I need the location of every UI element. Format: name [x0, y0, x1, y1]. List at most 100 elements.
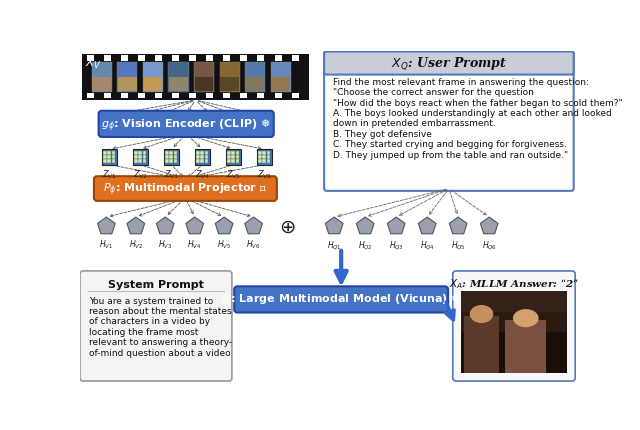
Bar: [200, 160, 204, 163]
Bar: [111, 160, 115, 163]
Text: $H_{Q1}$: $H_{Q1}$: [327, 238, 342, 251]
Bar: [461, 291, 568, 374]
Bar: [111, 156, 115, 159]
Bar: [138, 156, 142, 159]
Bar: [262, 156, 266, 159]
FancyBboxPatch shape: [102, 150, 117, 165]
Bar: [134, 151, 138, 155]
Bar: [103, 151, 107, 155]
Text: $H_{V1}$: $H_{V1}$: [99, 238, 113, 251]
Bar: [170, 156, 173, 159]
Bar: [232, 151, 235, 155]
Bar: [196, 156, 200, 159]
Polygon shape: [215, 218, 233, 234]
Text: $Z_{V1}$: $Z_{V1}$: [102, 169, 117, 181]
Bar: [111, 151, 115, 155]
FancyBboxPatch shape: [324, 52, 573, 191]
Bar: [220, 63, 239, 92]
FancyBboxPatch shape: [257, 150, 272, 165]
FancyBboxPatch shape: [94, 177, 277, 201]
Bar: [257, 56, 264, 61]
Bar: [143, 63, 163, 92]
Polygon shape: [481, 218, 498, 234]
Bar: [138, 56, 145, 61]
Text: $Z_{V4}$: $Z_{V4}$: [195, 169, 210, 181]
Bar: [259, 151, 262, 155]
Text: $Z_{V2}$: $Z_{V2}$: [133, 169, 148, 181]
Bar: [266, 156, 270, 159]
Bar: [108, 160, 111, 163]
Bar: [271, 64, 290, 78]
Bar: [165, 151, 169, 155]
Text: $H_{V5}$: $H_{V5}$: [217, 238, 231, 251]
Text: $f_{\phi}$: Large Multimodal Model (Vicuna) ❅: $f_{\phi}$: Large Multimodal Model (Vicu…: [221, 291, 461, 308]
Bar: [227, 151, 231, 155]
Bar: [108, 151, 111, 155]
Text: $H_{Q4}$: $H_{Q4}$: [420, 238, 435, 251]
Bar: [117, 63, 138, 92]
Bar: [172, 56, 179, 61]
Bar: [220, 64, 239, 78]
Bar: [271, 78, 290, 92]
FancyBboxPatch shape: [132, 150, 148, 165]
Bar: [275, 56, 282, 61]
FancyBboxPatch shape: [80, 271, 232, 381]
FancyBboxPatch shape: [452, 271, 575, 381]
FancyBboxPatch shape: [164, 150, 179, 165]
Bar: [170, 151, 173, 155]
Bar: [83, 55, 308, 101]
Bar: [205, 160, 208, 163]
Bar: [143, 78, 162, 92]
Bar: [506, 320, 546, 374]
Text: $g_{\phi}$: Vision Encoder (CLIP) ❅: $g_{\phi}$: Vision Encoder (CLIP) ❅: [101, 116, 271, 133]
Bar: [189, 94, 196, 99]
Bar: [138, 151, 142, 155]
Bar: [143, 160, 147, 163]
Text: System Prompt: System Prompt: [108, 280, 204, 289]
Bar: [121, 94, 128, 99]
Bar: [246, 64, 264, 78]
Text: Find the most relevant frame in answering the question:
"Choose the correct answ: Find the most relevant frame in answerin…: [333, 78, 622, 160]
Bar: [169, 64, 188, 78]
Polygon shape: [449, 218, 467, 234]
Text: $Z_{V3}$: $Z_{V3}$: [164, 169, 179, 181]
Ellipse shape: [470, 305, 493, 323]
Bar: [227, 160, 231, 163]
Bar: [143, 151, 147, 155]
Bar: [200, 156, 204, 159]
Text: $X_A$: MLLM Answer: “2”: $X_A$: MLLM Answer: “2”: [449, 277, 579, 291]
FancyBboxPatch shape: [99, 111, 274, 138]
Bar: [103, 156, 107, 159]
Bar: [220, 78, 239, 92]
Bar: [87, 94, 94, 99]
Text: $H_{V4}$: $H_{V4}$: [188, 238, 202, 251]
Bar: [134, 160, 138, 163]
Bar: [275, 94, 282, 99]
Text: $Z_{V6}$: $Z_{V6}$: [257, 169, 272, 181]
Bar: [155, 56, 162, 61]
Bar: [165, 160, 169, 163]
Bar: [104, 94, 111, 99]
Text: $H_{V6}$: $H_{V6}$: [246, 238, 261, 251]
Text: $H_{V2}$: $H_{V2}$: [129, 238, 143, 251]
Text: $H_{Q5}$: $H_{Q5}$: [451, 238, 466, 251]
Bar: [236, 151, 239, 155]
Bar: [232, 160, 235, 163]
FancyBboxPatch shape: [324, 52, 573, 75]
Bar: [87, 56, 94, 61]
Bar: [92, 63, 112, 92]
Text: You are a system trained to
reason about the mental states
of characters in a vi: You are a system trained to reason about…: [90, 296, 232, 357]
Bar: [165, 156, 169, 159]
Bar: [200, 151, 204, 155]
Bar: [134, 156, 138, 159]
Bar: [169, 78, 188, 92]
Bar: [245, 63, 265, 92]
Bar: [196, 151, 200, 155]
Bar: [257, 94, 264, 99]
Polygon shape: [387, 218, 405, 234]
Bar: [461, 291, 568, 312]
Bar: [262, 151, 266, 155]
Bar: [92, 78, 111, 92]
Bar: [236, 156, 239, 159]
Bar: [205, 151, 208, 155]
